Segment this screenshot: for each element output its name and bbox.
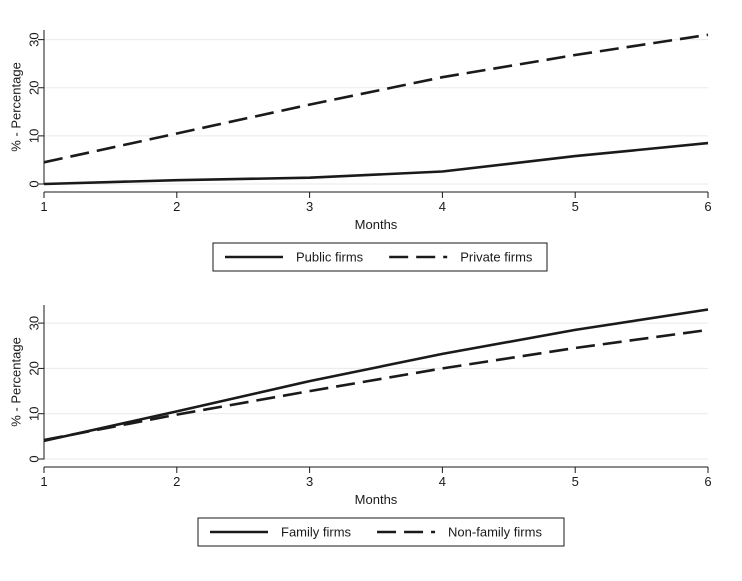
x-tick-label: 2 — [173, 199, 180, 214]
x-tick-label: 5 — [572, 199, 579, 214]
y-tick-label: 10 — [27, 406, 42, 420]
legend: Family firms Non-family firms — [197, 517, 565, 547]
series-line-family-firms — [43, 308, 709, 443]
y-tick-label: 30 — [27, 316, 42, 330]
y-tick-label: 0 — [27, 180, 42, 187]
x-axis-title: Months — [355, 217, 398, 232]
legend-label: Family firms — [281, 525, 352, 540]
x-tick-label: 6 — [704, 474, 711, 489]
x-tick-label: 3 — [306, 474, 313, 489]
series-line-public-firms — [43, 141, 709, 186]
y-axis-title: % - Percentage — [9, 337, 24, 427]
legend-label: Non-family firms — [448, 525, 542, 540]
y-tick-label: 30 — [27, 32, 42, 46]
legend-label: Private firms — [460, 250, 533, 265]
chart-panel-2: 0 10 20 30 1 2 3 4 5 6 Months % - Percentage Family … — [9, 305, 712, 547]
x-tick-label: 3 — [306, 199, 313, 214]
y-tick-label: 20 — [27, 361, 42, 375]
y-axis-title: % - Percentage — [9, 62, 24, 152]
x-tick-label: 4 — [439, 474, 446, 489]
chart-panel-1: 0 10 20 30 1 2 3 4 5 6 Months % - Percentage Public … — [9, 30, 712, 272]
x-tick-label: 5 — [572, 474, 579, 489]
x-tick-label: 2 — [173, 474, 180, 489]
legend-label: Public firms — [296, 250, 364, 265]
x-tick-label: 1 — [40, 474, 47, 489]
legend: Public firms Private firms — [212, 242, 548, 272]
series-line-private-firms — [43, 33, 709, 164]
x-tick-label: 6 — [704, 199, 711, 214]
y-tick-label: 0 — [27, 455, 42, 462]
x-tick-label: 4 — [439, 199, 446, 214]
x-tick-label: 1 — [40, 199, 47, 214]
x-axis-title: Months — [355, 492, 398, 507]
y-tick-label: 10 — [27, 129, 42, 143]
series-line-non-family-firms — [43, 328, 709, 442]
y-tick-label: 20 — [27, 81, 42, 95]
